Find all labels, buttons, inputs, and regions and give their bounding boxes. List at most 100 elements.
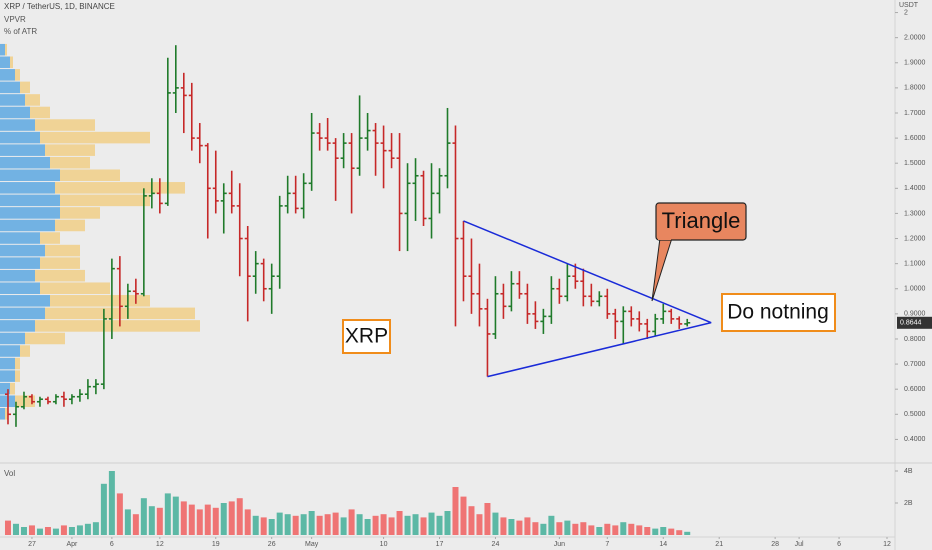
volume-bar — [52, 528, 59, 535]
profile-up — [0, 332, 25, 345]
profile-up — [0, 194, 60, 207]
profile-down — [5, 43, 7, 56]
profile-up — [0, 357, 15, 370]
volume-bar — [636, 525, 643, 535]
profile-down — [35, 269, 85, 282]
volume-bar — [364, 519, 371, 535]
profile-down — [55, 219, 85, 232]
profile-down — [60, 207, 100, 219]
volume-bar — [484, 503, 491, 535]
volume-bar — [276, 512, 283, 535]
price-pane — [4, 45, 691, 427]
volume-bar — [500, 517, 507, 535]
profile-down — [35, 320, 200, 332]
volume-bar — [428, 512, 435, 535]
volume-bar — [68, 527, 75, 535]
volume-bar — [588, 525, 595, 535]
x-tick-label: 12 — [883, 541, 891, 548]
volume-bar — [348, 509, 355, 535]
y2-tick-label: 2B — [904, 500, 913, 507]
profile-down — [40, 232, 60, 244]
volume-bar — [132, 514, 139, 535]
volume-bar — [260, 517, 267, 535]
x-tick-label: 26 — [268, 541, 276, 548]
volume-pane — [4, 471, 691, 535]
volume-bar — [148, 506, 155, 535]
profile-down — [15, 357, 20, 370]
x-tick-label: 10 — [380, 541, 388, 548]
volume-bar — [140, 498, 147, 535]
volume-bar — [444, 511, 451, 535]
profile-up — [0, 282, 40, 295]
volume-bar — [564, 520, 571, 535]
volume-bar — [60, 525, 67, 535]
volume-bar — [332, 512, 339, 535]
volume-bar — [124, 509, 131, 535]
volume-bar — [228, 501, 235, 535]
volume-bar — [324, 514, 331, 535]
volume-bar — [404, 515, 411, 535]
volume-bar — [612, 525, 619, 535]
profile-down — [15, 69, 20, 81]
volume-bar — [164, 493, 171, 535]
volume-bar — [236, 498, 243, 535]
profile-up — [0, 207, 60, 219]
profile-down — [40, 131, 150, 144]
volume-bar — [284, 514, 291, 535]
volume-bar — [580, 522, 587, 535]
y-tick-label: 1.2000 — [904, 235, 926, 242]
profile-down — [45, 244, 80, 257]
volume-profile — [0, 43, 200, 420]
volume-bar — [676, 530, 683, 535]
y2-tick-label: 4B — [904, 468, 913, 475]
note-frame — [721, 293, 836, 332]
profile-down — [5, 408, 8, 420]
volume-bar — [36, 528, 43, 535]
volume-bar — [380, 514, 387, 535]
y-tick-label: 1.0000 — [904, 286, 926, 293]
profile-up — [0, 144, 45, 156]
x-tick-label: 17 — [436, 541, 444, 548]
volume-bar — [548, 515, 555, 535]
volume-bar — [12, 523, 19, 535]
x-tick-label: Jun — [554, 541, 565, 548]
profile-down — [10, 56, 13, 69]
x-tick-label: May — [305, 541, 319, 548]
axes: 0.4000 0.5000 0.6000 0.7000 0.8000 0.9000 1.00… — [28, 9, 932, 548]
volume-bar — [412, 514, 419, 535]
volume-bar — [420, 517, 427, 535]
currency-label: USDT — [899, 2, 919, 9]
profile-up — [0, 182, 55, 194]
volume-bar — [76, 525, 83, 535]
volume-bar — [28, 525, 35, 535]
volume-bar — [460, 496, 467, 535]
profile-up — [0, 119, 35, 131]
profile-up — [0, 269, 35, 282]
volume-bar — [668, 528, 675, 535]
y-tick-label: 1.7000 — [904, 110, 926, 117]
annotation-text: Triangle — [662, 208, 741, 233]
profile-down — [60, 194, 150, 207]
y-tick-label: 0.6000 — [904, 386, 926, 393]
symbol-title: XRP / TetherUS, 1D, BINANCE — [4, 2, 115, 11]
volume-bar — [524, 517, 531, 535]
y-tick-label: 1.6000 — [904, 135, 926, 142]
profile-down — [50, 295, 150, 307]
volume-bar — [180, 501, 187, 535]
volume-bar — [476, 514, 483, 535]
y-tick-label: 0.4000 — [904, 436, 926, 443]
x-tick-label: 21 — [715, 541, 723, 548]
y-tick-label: 2.0000 — [904, 35, 926, 42]
volume-bar — [4, 520, 11, 535]
volume-bar — [204, 504, 211, 535]
y-tick-label: 0.8000 — [904, 336, 926, 343]
volume-bar — [172, 496, 179, 535]
y-tick-label: 1.8000 — [904, 85, 926, 92]
profile-up — [0, 81, 20, 94]
profile-up — [0, 244, 45, 257]
x-tick-label: 19 — [212, 541, 220, 548]
y-tick-label: 0.9000 — [904, 311, 926, 318]
volume-bar — [188, 504, 195, 535]
